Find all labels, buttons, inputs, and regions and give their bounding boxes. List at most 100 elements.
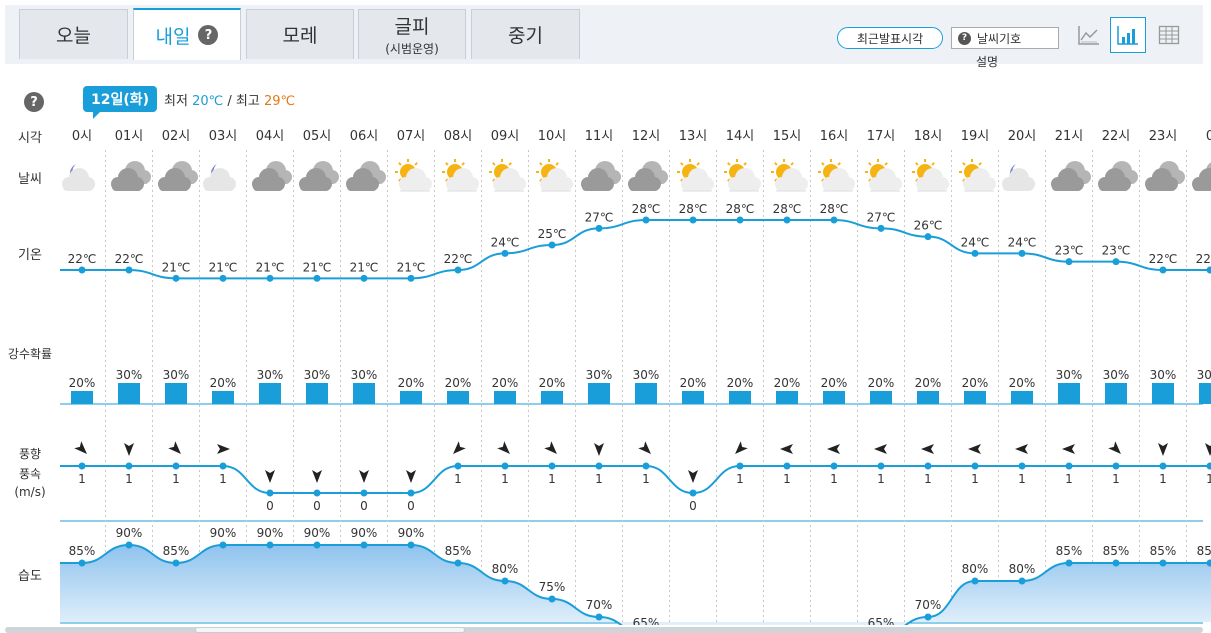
wind-speed-label: 1: [877, 472, 885, 486]
temperature-point: [971, 249, 979, 257]
wind-speed-label: 1: [595, 472, 603, 486]
humidity-point: [971, 577, 979, 585]
precip-bar: [212, 391, 234, 404]
hour-label: 21시: [1055, 129, 1084, 144]
precip-bar: [776, 391, 798, 404]
temperature-label: 22℃: [444, 252, 473, 266]
cloudy-icon: [1192, 162, 1211, 191]
view-table-button[interactable]: [1151, 17, 1187, 53]
wind-speed-point: [1112, 462, 1120, 470]
temperature-label: 28℃: [632, 202, 661, 216]
temperature-point: [830, 216, 838, 224]
hourly-forecast-chart: 0시 01시 02시 03시 04시 05시 06시 07시 08시 09시 10시 11시 12시 13…: [59, 129, 1211, 625]
wind-speed-label: 1: [219, 472, 227, 486]
view-bar-chart-button[interactable]: [1110, 17, 1146, 53]
help-icon[interactable]: ?: [198, 25, 219, 45]
temperature-point: [266, 274, 274, 282]
help-icon[interactable]: ?: [24, 92, 44, 112]
wind-direction-arrow: [544, 441, 557, 454]
temperature-label: 22℃: [115, 252, 144, 266]
precip-label: 20%: [1009, 376, 1036, 390]
precip-label: 20%: [210, 376, 237, 390]
temperature-point: [595, 224, 603, 232]
sun-cloud-icon: [818, 159, 855, 192]
temperature-point: [877, 224, 885, 232]
hour-label: 16시: [820, 129, 849, 144]
wind-direction-arrow: [1108, 441, 1121, 454]
wind-speed-point: [924, 462, 932, 470]
tab-label: 글피: [394, 16, 430, 38]
horizontal-scrollbar[interactable]: [5, 627, 1203, 633]
temperature-label: 21℃: [209, 260, 238, 274]
tab-3days[interactable]: 글피 (시범운영): [358, 9, 466, 59]
humidity-point: [548, 595, 556, 603]
wind-speed-label: 1: [830, 472, 838, 486]
separator: /: [227, 94, 232, 109]
wind-speed-label: 0: [360, 499, 368, 513]
hour-label: 12시: [632, 129, 661, 144]
wind-direction-arrow: [638, 441, 651, 454]
moon-cloud-icon: [1002, 164, 1035, 191]
precip-label: 20%: [445, 376, 472, 390]
precip-bar: [964, 391, 986, 404]
date-badge: 12일(화): [83, 86, 157, 119]
precip-bar: [353, 383, 375, 404]
humidity-point: [1206, 559, 1211, 567]
scrollbar-thumb[interactable]: [195, 627, 465, 633]
hour-label: 10시: [538, 129, 567, 144]
tab-day-after[interactable]: 모레: [246, 9, 354, 59]
precip-bar: [447, 391, 469, 404]
precip-label: 30%: [633, 368, 660, 382]
temperature-label: 28℃: [679, 202, 708, 216]
precip-label: 20%: [492, 376, 519, 390]
precip-label: 30%: [351, 368, 378, 382]
precip-label: 30%: [116, 368, 143, 382]
wind-speed-point: [1065, 462, 1073, 470]
hour-label: 09시: [491, 129, 520, 144]
wind-speed-label: 1: [924, 472, 932, 486]
temperature-label: 23℃: [1102, 244, 1131, 258]
tab-mid-term[interactable]: 중기: [471, 9, 580, 59]
humidity-label: 90%: [257, 526, 284, 540]
precip-bar: [588, 383, 610, 404]
humidity-label: 85%: [1197, 544, 1211, 558]
hour-label: 08시: [444, 129, 473, 144]
precip-bar: [1011, 391, 1033, 404]
tab-today[interactable]: 오늘: [19, 9, 128, 59]
temperature-label: 26℃: [914, 219, 943, 233]
wind-direction-arrow: [1158, 443, 1168, 456]
precip-bar: [870, 391, 892, 404]
recent-announcement-button[interactable]: 최근발표시각: [837, 27, 943, 49]
wind-direction-arrow: [735, 441, 748, 454]
view-line-chart-button[interactable]: [1071, 17, 1107, 53]
hour-label: 01시: [115, 129, 144, 144]
wind-direction-arrow: [74, 441, 87, 454]
humidity-label: 80%: [962, 562, 989, 576]
humidity-label: 65%: [633, 616, 660, 625]
wind-speed-point: [595, 462, 603, 470]
precip-label: 20%: [539, 376, 566, 390]
wind-direction-arrow: [921, 444, 934, 454]
weather-symbol-legend-button[interactable]: ? 날씨기호: [951, 27, 1059, 49]
temperature-point: [501, 249, 509, 257]
wind-speed-label: 1: [971, 472, 979, 486]
humidity-label: 80%: [492, 562, 519, 576]
hour-label: 23시: [1149, 129, 1178, 144]
sun-cloud-icon: [865, 159, 902, 192]
tab-tomorrow[interactable]: 내일 ?: [133, 8, 241, 60]
precip-bar: [1058, 383, 1080, 404]
cloudy-icon: [346, 161, 386, 191]
cloudy-icon: [628, 161, 668, 191]
wind-direction-arrow: [1015, 444, 1028, 454]
precip-label: 20%: [774, 376, 801, 390]
tab-label: 중기: [508, 25, 543, 47]
wind-speed-point: [219, 462, 227, 470]
temperature-label: 27℃: [867, 210, 896, 224]
precip-label: 20%: [69, 376, 96, 390]
sun-cloud-icon: [771, 159, 808, 192]
humidity-label: 85%: [69, 544, 96, 558]
humidity-label: 75%: [539, 580, 566, 594]
precip-label: 20%: [727, 376, 754, 390]
wind-direction-arrow: [497, 441, 510, 454]
precip-bar: [259, 383, 281, 404]
